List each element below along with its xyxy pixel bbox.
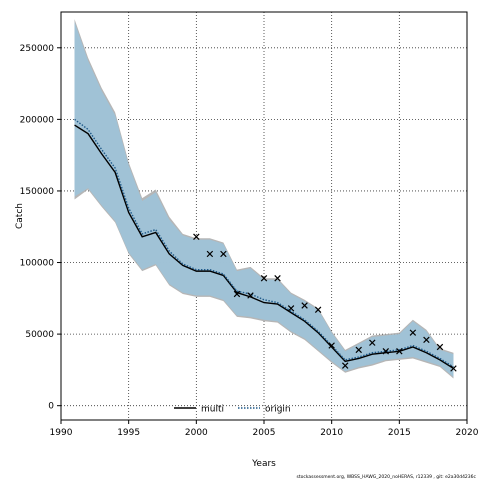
y-tick-label: 0 bbox=[48, 402, 54, 412]
x-axis-ticks: 1990 1995 2000 2005 2010 2015 2020 bbox=[50, 420, 479, 438]
observation-stroke bbox=[206, 250, 214, 258]
observation-point bbox=[314, 306, 322, 313]
observation-stroke bbox=[396, 348, 403, 355]
footnote: stockassessment.org, WBSS_HAWG_2020_noHE… bbox=[297, 474, 477, 480]
series-lines bbox=[74, 118, 454, 370]
observation-stroke bbox=[369, 339, 376, 346]
observation-point bbox=[382, 348, 390, 355]
observation-stroke bbox=[328, 342, 335, 349]
observation-stroke bbox=[314, 306, 322, 313]
legend-label-origin: origin bbox=[265, 405, 291, 415]
observation-stroke bbox=[382, 348, 390, 355]
x-tick-label: 2005 bbox=[253, 428, 276, 438]
observation-stroke bbox=[247, 292, 254, 299]
observation-point bbox=[423, 336, 430, 344]
x-tick-label: 2015 bbox=[388, 428, 411, 438]
observation-point bbox=[369, 339, 376, 346]
y-tick-label: 50000 bbox=[25, 330, 54, 340]
observation-stroke bbox=[274, 275, 281, 282]
observation-point bbox=[247, 292, 254, 299]
y-axis-label: Catch bbox=[15, 203, 25, 229]
observation-stroke bbox=[409, 329, 417, 336]
observation-point bbox=[341, 362, 349, 369]
observation-stroke bbox=[341, 362, 349, 369]
y-tick-label: 150000 bbox=[20, 187, 55, 197]
series-line-origin bbox=[74, 118, 454, 368]
observation-stroke bbox=[423, 336, 430, 344]
observation-stroke bbox=[193, 233, 200, 240]
x-tick-label: 1995 bbox=[117, 428, 140, 438]
y-axis-ticks: 0 50000 100000 150000 200000 250000 bbox=[20, 44, 61, 412]
x-tick-label: 2020 bbox=[456, 428, 479, 438]
x-tick-label: 2010 bbox=[320, 428, 343, 438]
observation-stroke bbox=[287, 305, 295, 312]
observation-point bbox=[436, 343, 444, 351]
y-tick-label: 200000 bbox=[20, 115, 55, 125]
observation-point bbox=[355, 346, 362, 354]
observation-point bbox=[301, 302, 308, 309]
observation-point bbox=[450, 365, 457, 372]
observation-stroke bbox=[436, 343, 444, 351]
observation-points bbox=[193, 233, 457, 372]
observation-point bbox=[274, 275, 281, 282]
observation-point bbox=[260, 275, 268, 282]
observation-stroke bbox=[301, 302, 308, 309]
observation-stroke bbox=[233, 290, 241, 298]
observation-stroke bbox=[260, 275, 268, 282]
y-tick-label: 250000 bbox=[20, 44, 55, 54]
observation-stroke bbox=[220, 250, 227, 258]
y-tick-label: 100000 bbox=[20, 259, 55, 269]
observation-point bbox=[193, 233, 200, 240]
band-origin bbox=[74, 22, 454, 378]
observation-point bbox=[409, 329, 417, 336]
observation-point bbox=[287, 305, 295, 312]
observation-stroke bbox=[355, 346, 362, 354]
series-line-multi bbox=[74, 124, 454, 370]
x-axis-label: Years bbox=[251, 459, 276, 469]
observation-point bbox=[206, 250, 214, 258]
observation-point bbox=[396, 348, 403, 355]
observation-point bbox=[220, 250, 227, 258]
legend-label-multi: multi bbox=[201, 405, 224, 415]
x-tick-label: 2000 bbox=[185, 428, 208, 438]
confidence-bands bbox=[74, 19, 454, 379]
legend: multi origin bbox=[174, 405, 291, 415]
observation-stroke bbox=[450, 365, 457, 372]
observation-point bbox=[233, 290, 241, 298]
observation-point bbox=[328, 342, 335, 349]
x-tick-label: 1990 bbox=[50, 428, 73, 438]
